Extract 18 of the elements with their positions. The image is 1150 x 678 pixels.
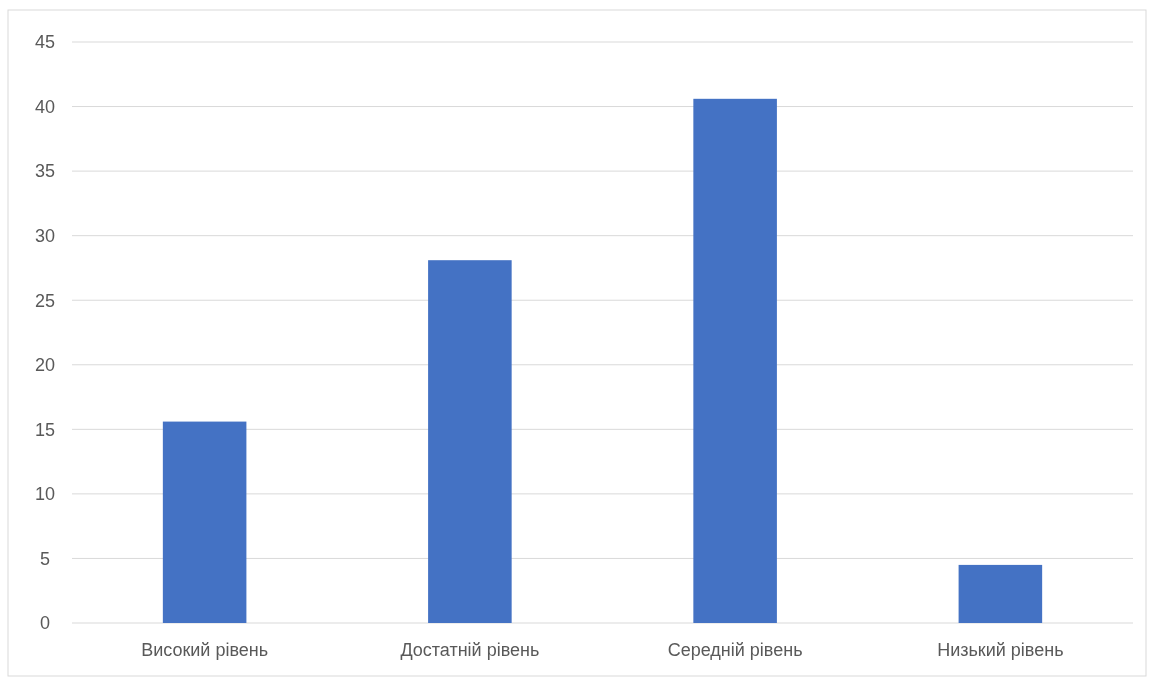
y-tick-label: 40 [34, 96, 56, 117]
bar [428, 260, 512, 623]
bar [162, 421, 247, 623]
y-tick-label: 35 [34, 161, 56, 182]
bar [958, 564, 1043, 623]
y-tick-label: 0 [39, 613, 51, 634]
y-tick-label: 25 [34, 290, 56, 311]
bar [693, 98, 777, 623]
x-tick-label: Високий рівень [141, 640, 269, 660]
y-tick-label: 20 [34, 355, 56, 376]
x-tick-label: Низький рівень [937, 640, 1064, 660]
y-tick-label: 5 [39, 548, 51, 569]
x-tick-label: Середній рівень [667, 640, 803, 660]
y-tick-label: 15 [34, 419, 56, 440]
y-tick-label: 10 [34, 484, 56, 505]
y-tick-label: 30 [34, 225, 56, 246]
x-tick-label: Достатній рівень [400, 640, 540, 660]
y-tick-label: 45 [34, 32, 56, 53]
